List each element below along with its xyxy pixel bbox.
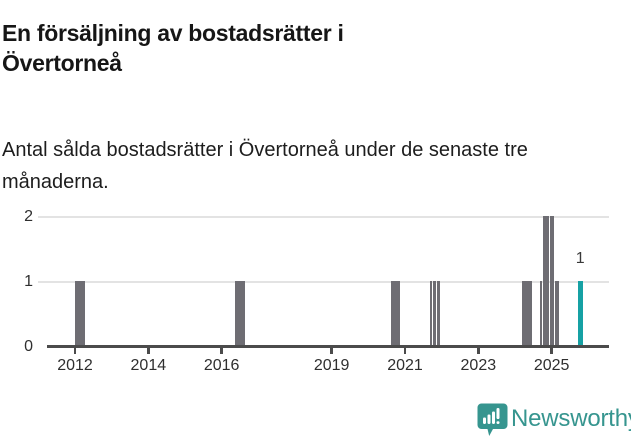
chart-title: En försäljning av bostadsrätter i Överto… (2, 20, 344, 77)
bar (543, 215, 546, 346)
bar (554, 280, 559, 346)
x-axis-tick-label: 2025 (533, 356, 570, 374)
x-axis-tick (477, 348, 480, 355)
bar (546, 215, 549, 346)
logo-bar-2 (487, 414, 491, 424)
x-axis-tick (220, 348, 223, 355)
x-axis-line (47, 345, 609, 349)
x-axis-tick (73, 348, 77, 355)
bar (75, 280, 86, 346)
x-axis-tick-label: 2014 (130, 356, 167, 374)
bar-value-label: 1 (575, 250, 585, 267)
x-axis-tick (330, 348, 333, 355)
chart-subtitle: Antal sålda bostadsrätter i Övertorneå u… (2, 139, 528, 193)
bar (522, 280, 533, 346)
x-axis-tick-label: 2021 (387, 356, 423, 374)
x-axis-tick (550, 348, 553, 355)
bar (430, 280, 433, 346)
brand-footer: Newsworthy (477, 402, 631, 439)
bar (550, 215, 555, 346)
bar (539, 280, 543, 346)
x-axis-tick (147, 348, 150, 355)
logo-exclamation-bar (496, 408, 500, 419)
highlight-bar (577, 280, 583, 346)
gridline (38, 281, 609, 283)
x-axis-tick-label: 2016 (203, 356, 240, 374)
bar (235, 280, 245, 346)
logo-bar-1 (483, 417, 486, 424)
bar (390, 280, 400, 346)
x-axis-tick (403, 348, 407, 355)
brand-name: Newsworthy (511, 405, 631, 432)
bar (433, 280, 436, 346)
y-axis-label: 0 (24, 337, 33, 355)
y-axis-label: 1 (24, 273, 33, 290)
x-axis-tick-label: 2023 (460, 356, 497, 374)
y-axis-label: 2 (24, 208, 33, 226)
gridline (38, 216, 609, 219)
logo-bar-3 (492, 411, 495, 424)
logo-exclamation-dot (496, 421, 500, 424)
bar (437, 280, 440, 346)
x-axis-tick-label: 2012 (57, 356, 93, 374)
x-axis-tick-label: 2019 (313, 356, 350, 374)
newsworthy-logo-icon (477, 403, 508, 436)
